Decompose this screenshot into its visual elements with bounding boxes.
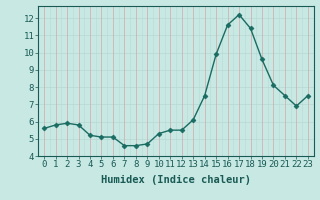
X-axis label: Humidex (Indice chaleur): Humidex (Indice chaleur) bbox=[101, 175, 251, 185]
